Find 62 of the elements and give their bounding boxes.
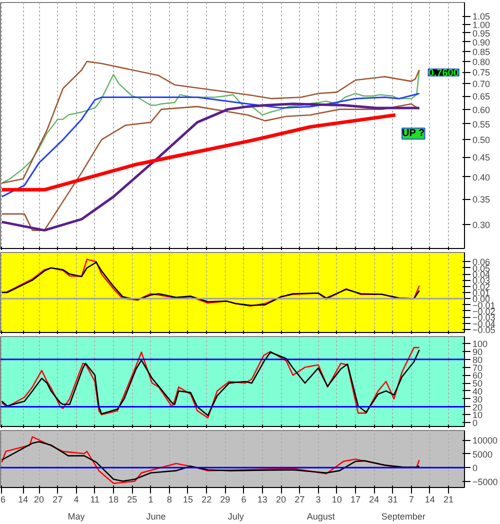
x-tick-label: 24 <box>369 494 380 504</box>
y-tick-label: 90 <box>472 347 483 357</box>
x-tick-label: 6 <box>241 494 246 504</box>
y-tick-label: 0.95 <box>472 28 490 38</box>
y-tick-label: 0.55 <box>472 119 490 130</box>
y-tick-label: 10000 <box>472 436 498 446</box>
x-tick-label: 11 <box>90 494 100 504</box>
x-tick-label: 25 <box>127 494 138 504</box>
y-tick-label: 0.85 <box>472 46 490 57</box>
y-tick-label: 0 <box>472 418 478 428</box>
y-tick-label: 1.05 <box>472 12 490 22</box>
y-tick-label: 1.00 <box>472 20 490 30</box>
x2-tick-label: September <box>381 512 426 522</box>
y-tick-label: −5000 <box>472 476 498 487</box>
y-tick-label: 0.90 <box>472 37 490 48</box>
y-tick-label: 0.65 <box>472 92 490 102</box>
x-tick-label: 27 <box>52 494 63 504</box>
y-tick-label: 0.60 <box>472 104 490 115</box>
x-tick-label: 14 <box>18 494 28 504</box>
x-tick-label: 20 <box>34 494 44 504</box>
x-tick-label: 10 <box>332 494 342 504</box>
x-tick-label: 8 <box>166 494 172 504</box>
y-tick-label: 10 <box>472 410 483 420</box>
y-tick-label: 0.45 <box>472 152 490 163</box>
y-tick-label: 70 <box>472 362 483 373</box>
y-tick-label: 60 <box>472 370 483 381</box>
x2-tick-label: June <box>146 512 166 522</box>
y-tick-label: 0.80 <box>472 56 490 67</box>
y-tick-label: 80 <box>472 354 483 365</box>
y-tick-label: 0.35 <box>472 194 490 205</box>
y-tick-label: 50 <box>472 378 483 389</box>
y-tick-label: 0.75 <box>472 68 490 78</box>
x-tick-label: 21 <box>444 494 454 504</box>
x-tick-label: 7 <box>408 494 414 504</box>
x-tick-label: 22 <box>202 494 212 504</box>
x2-tick-label: July <box>228 512 244 522</box>
y-tick-label: 0.50 <box>472 135 490 146</box>
x2-tick-label: August <box>306 512 336 522</box>
x2-tick-label: May <box>68 512 86 522</box>
y-tick-label: 30 <box>472 394 483 404</box>
x-tick-label: 20 <box>276 494 286 504</box>
x-tick-label: 31 <box>388 494 398 504</box>
x-tick-label: 29 <box>220 494 230 504</box>
y-tick-label: 0.30 <box>472 220 490 230</box>
x-tick-label: 6 <box>0 494 6 504</box>
x-tick-label: 27 <box>294 494 305 504</box>
x-tick-label: 4 <box>74 494 79 504</box>
y-tick-label: 100 <box>472 339 488 350</box>
x-tick-label: 15 <box>182 494 193 504</box>
x-tick-label: 14 <box>424 494 435 504</box>
y-tick-label: 5000 <box>472 449 493 460</box>
y-tick-label: 40 <box>472 386 483 396</box>
x-tick-label: 3 <box>316 494 321 504</box>
x-tick-label: 1 <box>148 494 154 504</box>
y-tick-label: 0.70 <box>472 79 490 90</box>
y-tick-label: 20 <box>472 402 483 412</box>
y-tick-label: 0.40 <box>472 172 490 182</box>
y-tick-label: 0 <box>472 463 478 474</box>
x-tick-label: 18 <box>108 494 119 504</box>
x-tick-label: 13 <box>257 494 268 504</box>
x-tick-label: 17 <box>350 494 360 504</box>
annotation: UP ? <box>402 128 425 140</box>
